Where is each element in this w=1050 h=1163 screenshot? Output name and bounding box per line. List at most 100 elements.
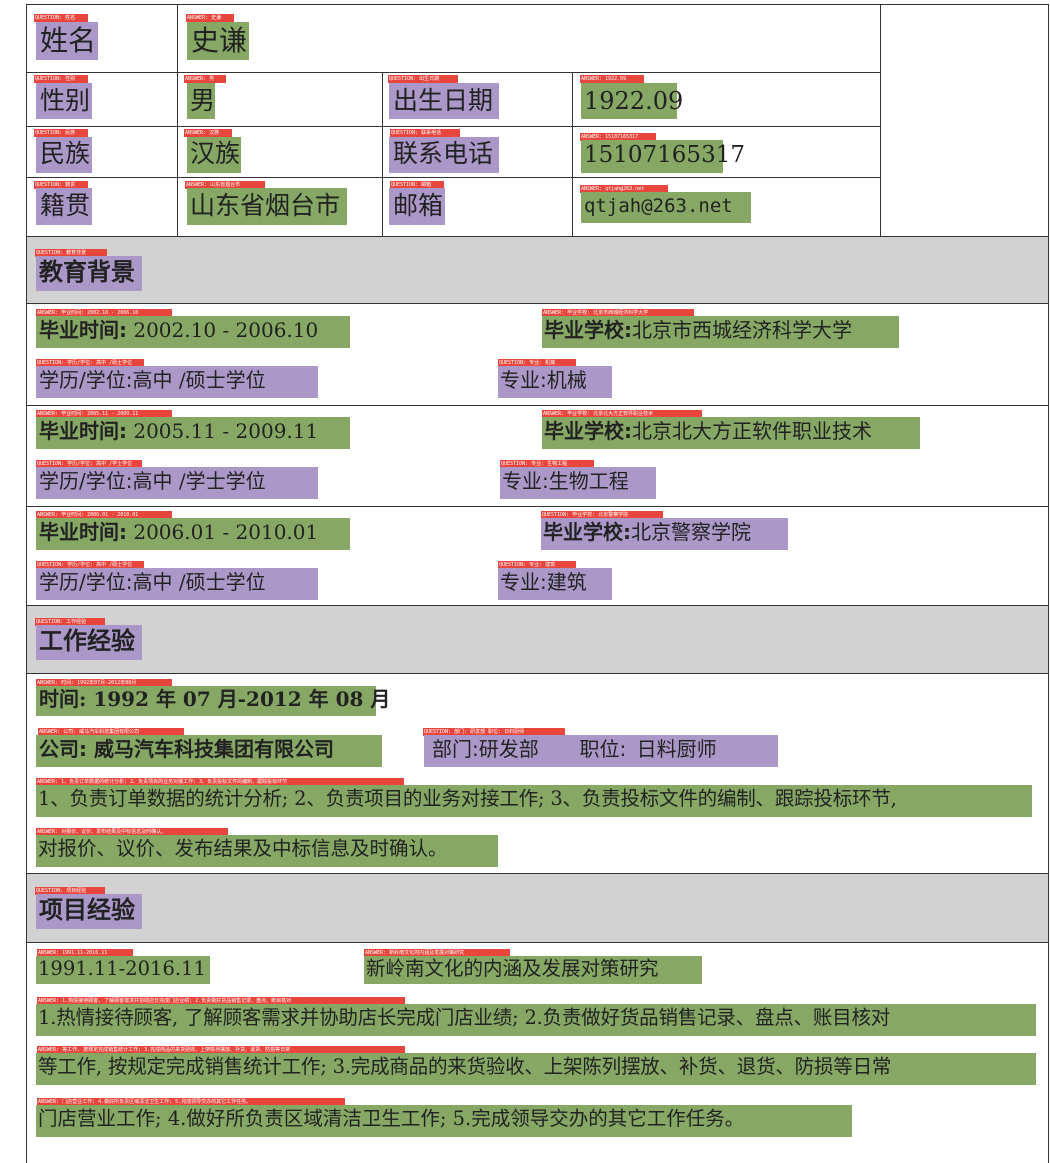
edu2-time-tag: ANSWER: 毕业时间: 2005.11 - 2009.11 [36, 410, 172, 418]
origin-label-highlight [36, 188, 92, 225]
work-dept: 研发部 [478, 737, 539, 761]
edu2-time-label: 毕业时间: [39, 419, 127, 443]
edu3-school-tag: QUESTION: 毕业学校: 北京警察学院 [541, 511, 663, 519]
work-heading-highlight [36, 625, 142, 660]
gender-question-tag: QUESTION: 性别 [34, 75, 88, 83]
project-title: 新岭南文化的内涵及发展对策研究 [366, 957, 659, 980]
name-label-highlight [36, 22, 98, 60]
edu1-school-label: 毕业学校: [544, 318, 632, 342]
work-heading: 工作经验 [39, 627, 135, 655]
birth-answer-tag: ANSWER: 1922.09 [580, 75, 644, 83]
grid-line [382, 72, 383, 237]
work-dept-tag: QUESTION: 部门: 研发部 职位: 日料厨师 [423, 728, 565, 736]
edu3-school-value: 北京警察学院 [631, 520, 751, 544]
edu2-school-label: 毕业学校: [544, 419, 632, 443]
edu3-major-value: 建筑 [546, 570, 587, 594]
gender-value: 男 [190, 86, 216, 115]
email-value-highlight [581, 192, 751, 223]
ethnic-answer-tag: ANSWER: 汉族 [184, 129, 232, 137]
edu1-school-highlight [542, 316, 899, 348]
edu2-major-tag: QUESTION: 专业: 生物工程 [500, 460, 594, 468]
edu1-time-value: 2002.10 - 2006.10 [133, 318, 319, 342]
phone-label: 联系电话 [393, 139, 494, 168]
edu2-school-tag: ANSWER: 毕业学校: 北京北大方正软件职业技术 [542, 410, 702, 418]
edu3-time-highlight [36, 518, 350, 550]
project-desc1-highlight [36, 1004, 1036, 1036]
edu2-time-value: 2005.11 - 2009.11 [133, 419, 319, 443]
edu2-major-value: 生物工程 [548, 469, 629, 493]
ethnic-question-tag: QUESTION: 民族 [34, 129, 88, 137]
name-answer-tag: ANSWER: 史谦 [186, 14, 234, 22]
project-title-highlight [364, 956, 702, 984]
grid-line [27, 177, 880, 178]
grid-line [177, 5, 178, 237]
edu1-degree-value: 高中 /硕士学位 [132, 368, 266, 392]
gender-label: 性别 [40, 86, 91, 115]
birth-label-highlight [389, 83, 499, 119]
email-label-highlight [389, 188, 445, 225]
gender-answer-tag: ANSWER: 男 [184, 75, 226, 83]
project-desc3-highlight [36, 1105, 852, 1137]
project-heading-highlight [36, 894, 142, 929]
project-time: 1991.11-2016.11 [38, 957, 206, 980]
phone-answer-tag: ANSWER: 15107165317 [580, 133, 656, 141]
project-desc3-tag: ANSWER: 门店营业工作; 4.做好所负责区域清洁卫生工作; 5.完成领导交… [37, 1098, 345, 1106]
edu1-time-highlight [36, 316, 350, 348]
edu3-time-value: 2006.01 - 2010.01 [133, 520, 319, 544]
work-header-band [27, 605, 1048, 674]
project-time-highlight [36, 956, 210, 984]
origin-value-highlight [187, 188, 347, 225]
gender-label-highlight [36, 83, 92, 119]
edu2-degree-highlight [36, 467, 318, 499]
edu3-degree-value: 高中 /硕士学位 [132, 570, 266, 594]
origin-label: 籍贯 [40, 191, 91, 220]
grid-line [27, 72, 880, 73]
edu1-school-value: 北京市西城经济科学大学 [632, 318, 852, 342]
work-desc2-tag: ANSWER: 对报价、议价、发布结果及中标信息及时确认。 [36, 828, 228, 836]
phone-value-highlight [581, 140, 723, 173]
edu1-time-tag: ANSWER: 毕业时间: 2002.10 - 2006.10 [36, 309, 172, 317]
birth-value: 1922.09 [584, 87, 684, 115]
work-question-tag: QUESTION: 工作经验 [35, 618, 105, 626]
grid-line [880, 5, 881, 237]
birth-label: 出生日期 [393, 86, 494, 115]
edu1-degree-highlight [36, 366, 318, 398]
edu3-degree-tag: QUESTION: 学历/学位: 高中 /硕士学位 [36, 561, 144, 569]
edu1-degree-tag: QUESTION: 学历/学位: 高中 /硕士学位 [36, 359, 144, 367]
origin-question-tag: QUESTION: 籍贯 [34, 181, 88, 189]
email-question-tag: QUESTION: 邮箱 [390, 181, 444, 189]
work-time: 时间: 1992 年 07 月-2012 年 08 月 [39, 687, 391, 711]
work-desc1-tag: ANSWER: 1、负责订单数据的统计分析; 2、负责项目的业务对接工作; 3、… [36, 778, 404, 786]
education-header-band [27, 236, 1048, 304]
edu-divider [27, 506, 1048, 507]
origin-answer-tag: ANSWER: 山东省烟台市 [185, 181, 265, 189]
project-desc2-highlight [36, 1053, 1036, 1085]
edu3-school-label: 毕业学校: [543, 520, 631, 544]
edu1-degree-label: 学历/学位: [39, 368, 133, 392]
phone-label-highlight [389, 137, 499, 173]
edu2-degree-tag: QUESTION: 学历/学位: 高中 /学士学位 [36, 460, 142, 468]
edu3-time-tag: ANSWER: 毕业时间: 2006.01 - 2010.01 [36, 511, 172, 519]
edu1-major-tag: QUESTION: 专业: 机械 [498, 359, 576, 367]
edu2-school-value: 北京北大方正软件职业技术 [632, 419, 872, 443]
edu3-major-highlight [498, 568, 612, 600]
project-desc-line3: 门店营业工作; 4.做好所负责区域清洁卫生工作; 5.完成领导交办的其它工作任务… [38, 1107, 745, 1130]
edu2-degree-label: 学历/学位: [39, 469, 133, 493]
grid-line [27, 126, 880, 127]
resume-page: QUESTION: 姓名 姓名 ANSWER: 史谦 史谦 QUESTION: … [26, 4, 1049, 1163]
ethnic-value-highlight [187, 137, 241, 173]
email-label: 邮箱 [393, 191, 444, 220]
work-desc-line1: 1、负责订单数据的统计分析; 2、负责项目的业务对接工作; 3、负责投标文件的编… [38, 787, 897, 810]
phone-question-tag: QUESTION: 联系电话 [390, 129, 460, 137]
work-position: 日料厨师 [636, 737, 717, 761]
edu2-time-highlight [36, 417, 350, 449]
birth-value-highlight [581, 83, 677, 119]
project-time-tag: ANSWER: 1991.11-2016.11 [37, 949, 133, 957]
edu2-degree-value: 高中 /学士学位 [132, 469, 266, 493]
work-desc1-highlight [36, 785, 1032, 817]
project-desc2-tag: ANSWER: 等工作, 按规定完成销售统计工作; 3.完成商品的来货验收、上架… [37, 1046, 405, 1054]
gender-value-highlight [187, 83, 215, 119]
work-company: 公司: 威马汽车科技集团有限公司 [39, 737, 334, 761]
edu1-major-highlight [498, 366, 612, 398]
edu3-degree-label: 学历/学位: [39, 570, 133, 594]
